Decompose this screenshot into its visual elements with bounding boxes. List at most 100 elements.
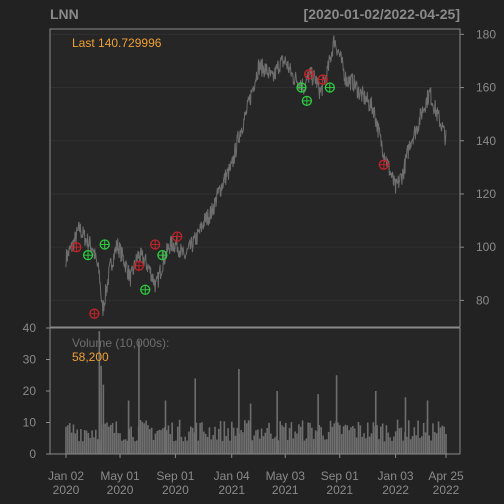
volume-spike-bar <box>127 400 130 454</box>
volume-bar <box>394 431 397 454</box>
volume-bar <box>318 424 321 454</box>
volume-bar <box>355 437 358 454</box>
volume-spike-bar <box>249 403 252 454</box>
volume-bar <box>240 430 242 454</box>
volume-bar <box>325 439 328 454</box>
volume-bar <box>230 421 233 454</box>
volume-bar <box>158 429 160 454</box>
volume-bar <box>370 433 373 454</box>
volume-bar <box>430 440 432 454</box>
volume-bar <box>327 432 330 454</box>
volume-bar <box>329 420 332 454</box>
volume-bar <box>93 437 95 454</box>
volume-bar <box>305 438 308 454</box>
volume-bar <box>78 441 80 454</box>
volume-bar <box>169 433 172 454</box>
price-panel <box>50 29 460 327</box>
chart-symbol: LNN <box>50 6 79 22</box>
chart-date-range: [2020-01-02/2022-04-25] <box>304 6 460 22</box>
volume-axis: 0 10 20 30 40 <box>23 321 50 461</box>
volume-bar <box>311 427 313 454</box>
volume-bar <box>195 422 198 454</box>
volume-bar <box>124 439 127 454</box>
volume-bar <box>74 433 77 454</box>
volume-bar <box>173 441 175 454</box>
price-tick-label: 80 <box>476 293 490 307</box>
volume-bar <box>337 422 339 454</box>
volume-bar <box>383 441 386 454</box>
volume-bar <box>167 425 170 454</box>
volume-bar <box>210 439 213 454</box>
volume-bar <box>212 434 214 454</box>
date-tick-label: Sep 01 <box>321 469 359 483</box>
volume-bar <box>333 423 336 454</box>
date-tick-label: Jan 02 <box>48 469 84 483</box>
volume-bar <box>266 427 268 454</box>
volume-bar <box>378 439 380 454</box>
volume-bar <box>422 422 425 454</box>
volume-bar <box>216 439 218 454</box>
sell-signal-marker <box>303 69 315 80</box>
sell-signal-marker <box>89 308 100 319</box>
volume-bar <box>296 433 298 454</box>
date-tick-label: May 01 <box>100 469 140 483</box>
volume-bar <box>286 439 289 454</box>
volume-bar <box>203 431 205 454</box>
volume-spike-bar <box>100 365 102 454</box>
volume-bar <box>357 421 360 454</box>
volume-last-value: 58,200 <box>72 350 109 364</box>
volume-bar <box>407 420 410 454</box>
buy-signal-marker <box>140 284 151 295</box>
volume-bar <box>81 441 84 454</box>
volume-bar <box>420 436 423 454</box>
price-tick-label: 120 <box>476 187 496 201</box>
volume-bar <box>406 436 408 454</box>
volume-bar <box>135 440 138 454</box>
volume-spike-bar <box>164 400 167 454</box>
volume-bar <box>417 420 419 454</box>
volume-bar <box>126 440 129 454</box>
volume-bar <box>184 436 187 454</box>
buy-signal-marker <box>82 250 94 261</box>
volume-bar <box>415 435 417 454</box>
volume-bar <box>309 422 311 454</box>
volume-spike-bar <box>98 331 101 454</box>
volume-bar <box>208 427 211 454</box>
volume-label: Volume (10,000s): <box>72 336 169 350</box>
volume-bar <box>89 437 92 454</box>
volume-bar <box>277 440 280 454</box>
volume-bar <box>342 426 345 454</box>
sell-signal-marker <box>172 231 183 242</box>
buy-signal-marker <box>296 82 307 93</box>
volume-panel <box>50 328 460 454</box>
volume-bar <box>232 427 235 454</box>
volume-bar <box>188 431 190 454</box>
volume-bar <box>214 426 216 454</box>
date-tick-label: Jan 04 <box>214 469 250 483</box>
volume-bar <box>190 426 192 454</box>
volume-bar <box>340 434 343 454</box>
volume-bar <box>350 427 352 454</box>
volume-bar <box>225 436 227 454</box>
price-series <box>65 35 447 316</box>
volume-bar <box>393 436 395 454</box>
volume-bar <box>283 426 285 454</box>
volume-bar <box>400 427 403 454</box>
volume-bar <box>361 436 363 454</box>
volume-bar <box>255 430 257 454</box>
volume-bar <box>85 430 88 454</box>
volume-bar <box>115 421 118 454</box>
volume-spike-bar <box>374 391 377 454</box>
volume-bar <box>445 433 447 454</box>
volume-bar <box>298 424 300 454</box>
price-line <box>65 35 447 316</box>
volume-bar <box>389 437 391 454</box>
volume-tick-label: 10 <box>23 416 37 430</box>
volume-bar <box>435 433 438 454</box>
volume-spike-bar <box>138 340 140 454</box>
volume-bar <box>236 427 239 454</box>
volume-bar <box>154 433 157 454</box>
volume-bar <box>191 427 194 454</box>
buy-signal-marker <box>324 82 335 93</box>
volume-bar <box>303 440 306 454</box>
